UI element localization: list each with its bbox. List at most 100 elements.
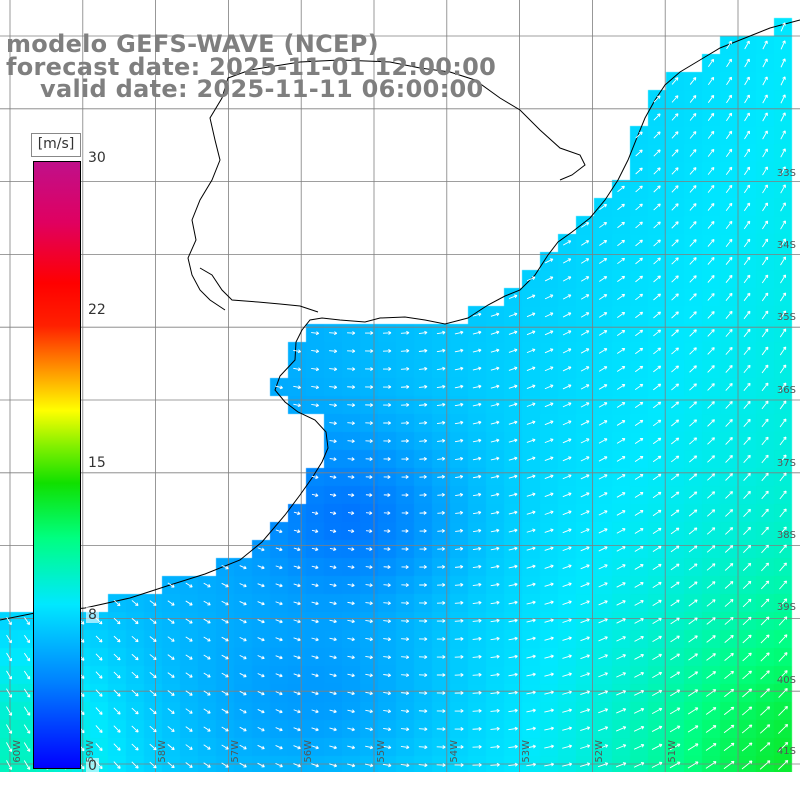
wind-arrow bbox=[670, 599, 680, 607]
wind-arrow bbox=[275, 727, 283, 732]
wind-arrow bbox=[490, 726, 500, 731]
wind-arrow bbox=[616, 329, 626, 336]
wind-arrow bbox=[383, 619, 392, 624]
wind-arrow bbox=[617, 203, 625, 211]
wind-arrow bbox=[526, 420, 536, 425]
wind-arrow bbox=[616, 690, 627, 696]
wind-arrow bbox=[778, 652, 788, 662]
wind-arrow bbox=[761, 292, 769, 302]
wind-arrow bbox=[490, 384, 500, 389]
wind-arrow bbox=[239, 726, 247, 732]
wind-arrow bbox=[670, 473, 680, 481]
wind-arrow bbox=[671, 221, 679, 229]
lon-label: 60W bbox=[12, 740, 23, 763]
wind-arrow bbox=[762, 166, 768, 176]
wind-arrow bbox=[544, 456, 554, 462]
wind-arrow bbox=[778, 598, 788, 608]
wind-arrow bbox=[671, 383, 680, 391]
wind-arrow bbox=[761, 544, 769, 554]
wind-arrow bbox=[23, 652, 31, 662]
wind-arrow bbox=[544, 276, 554, 282]
wind-arrow bbox=[293, 655, 301, 660]
valid-date-label: valid date: 2025-11-11 06:00:00 bbox=[40, 75, 484, 103]
wind-arrow bbox=[562, 672, 572, 677]
wind-arrow bbox=[221, 618, 229, 624]
wind-arrow bbox=[689, 365, 697, 373]
wind-arrow bbox=[472, 582, 482, 587]
wind-arrow bbox=[436, 637, 446, 641]
wind-arrow bbox=[436, 619, 446, 623]
wind-arrow bbox=[347, 403, 356, 408]
wind-arrow bbox=[616, 528, 626, 534]
wind-arrow bbox=[526, 366, 536, 372]
wind-arrow bbox=[508, 618, 518, 623]
wind-arrow bbox=[454, 636, 464, 641]
wind-arrow bbox=[780, 238, 786, 248]
wind-arrow bbox=[436, 745, 446, 750]
wind-arrow bbox=[167, 761, 175, 769]
wind-arrow bbox=[149, 743, 157, 751]
wind-arrow bbox=[616, 708, 627, 714]
wind-arrow bbox=[744, 40, 750, 50]
wind-arrow bbox=[6, 742, 13, 752]
wind-arrow bbox=[725, 256, 733, 265]
wind-arrow bbox=[472, 402, 482, 407]
wind-arrow bbox=[598, 582, 608, 588]
wind-arrow bbox=[472, 654, 482, 659]
wind-arrow bbox=[508, 564, 518, 569]
wind-arrow bbox=[743, 184, 751, 194]
wind-arrow bbox=[777, 759, 789, 770]
wind-arrow bbox=[383, 511, 391, 515]
wind-arrow bbox=[780, 202, 786, 212]
wind-arrow bbox=[185, 582, 193, 588]
wind-arrow bbox=[669, 725, 681, 733]
wind-arrow bbox=[670, 617, 680, 625]
wind-arrow bbox=[455, 492, 464, 497]
wind-arrow bbox=[167, 636, 175, 642]
wind-arrow bbox=[365, 349, 374, 353]
wind-arrow bbox=[293, 673, 301, 678]
wind-arrow bbox=[401, 421, 410, 425]
wind-arrow bbox=[454, 709, 464, 713]
wind-arrow bbox=[203, 582, 211, 588]
wind-arrow bbox=[689, 275, 697, 283]
wind-arrow bbox=[347, 691, 355, 696]
wind-arrow bbox=[780, 58, 786, 68]
wind-arrow bbox=[275, 547, 283, 552]
wind-arrow bbox=[383, 493, 391, 497]
wind-arrow bbox=[706, 671, 717, 679]
wind-arrow bbox=[687, 725, 699, 733]
wind-arrow bbox=[725, 238, 733, 247]
wind-arrow bbox=[760, 634, 770, 644]
wind-arrow bbox=[615, 744, 627, 750]
wind-arrow bbox=[598, 474, 608, 480]
wind-arrow bbox=[651, 707, 663, 714]
wind-arrow bbox=[688, 509, 698, 517]
wind-arrow bbox=[490, 402, 500, 407]
wind-arrow bbox=[167, 690, 175, 696]
wind-arrow bbox=[275, 529, 283, 534]
wind-arrow bbox=[652, 671, 663, 679]
wind-arrow bbox=[599, 221, 608, 228]
wind-arrow bbox=[185, 726, 193, 732]
wind-arrow bbox=[95, 671, 103, 679]
wind-arrow bbox=[311, 745, 319, 750]
lon-label: 54W bbox=[449, 740, 460, 763]
wind-arrow bbox=[490, 564, 500, 569]
wind-arrow bbox=[580, 744, 591, 749]
wind-arrow bbox=[762, 220, 769, 230]
wind-arrow bbox=[744, 112, 750, 122]
wind-arrow bbox=[652, 509, 662, 517]
wind-arrow bbox=[706, 635, 716, 643]
wind-arrow bbox=[726, 58, 732, 68]
wind-arrow bbox=[365, 601, 373, 606]
wind-arrow bbox=[454, 420, 464, 425]
wind-arrow bbox=[761, 346, 769, 356]
wind-arrow bbox=[689, 455, 698, 463]
wind-arrow bbox=[472, 636, 482, 641]
wind-arrow bbox=[526, 762, 536, 767]
wind-arrow bbox=[580, 582, 590, 588]
wind-arrow bbox=[365, 565, 373, 570]
wind-arrow bbox=[707, 329, 715, 337]
wind-arrow bbox=[239, 565, 247, 570]
